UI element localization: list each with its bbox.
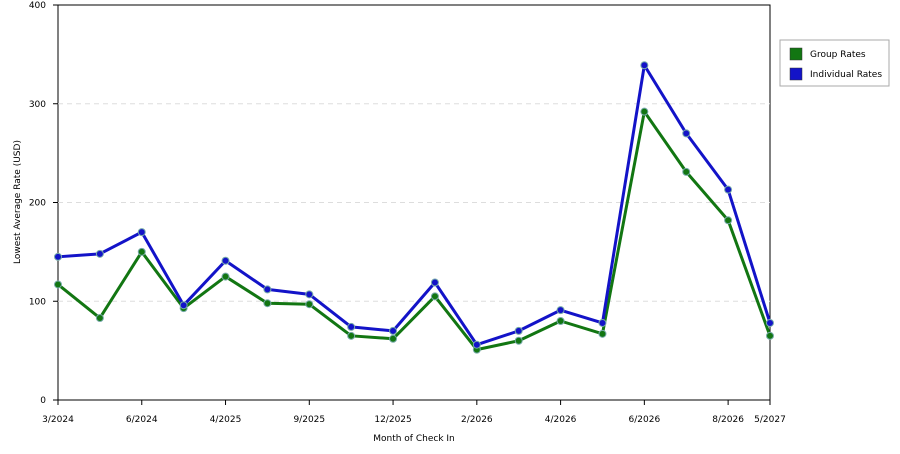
data-point [472, 340, 481, 349]
data-point [682, 129, 691, 138]
data-point [514, 336, 523, 345]
data-point [54, 252, 62, 261]
legend-label: Group Rates [810, 50, 866, 60]
x-tick-label: 6/2026 [629, 415, 661, 425]
data-point [430, 278, 439, 287]
data-point [766, 318, 774, 327]
data-point [682, 167, 691, 176]
y-tick-label: 300 [29, 100, 46, 110]
legend-swatch [789, 67, 803, 81]
y-tick-label: 200 [29, 199, 46, 209]
data-point [556, 306, 565, 315]
data-point [724, 185, 733, 194]
x-axis-label: Month of Check In [373, 434, 455, 444]
data-point [137, 247, 146, 256]
y-tick-label: 400 [29, 1, 46, 11]
x-tick-label: 8/2026 [712, 415, 744, 425]
data-point [389, 326, 398, 335]
y-tick-label: 100 [29, 297, 46, 307]
data-point [305, 290, 314, 299]
data-point [95, 314, 104, 323]
x-tick-label: 4/2025 [210, 415, 242, 425]
data-point [221, 256, 230, 265]
x-tick-label: 2/2026 [461, 415, 493, 425]
x-tick-label: 9/2025 [293, 415, 325, 425]
data-point [766, 331, 774, 340]
data-point [54, 280, 62, 289]
data-point [347, 322, 356, 331]
data-point [598, 318, 607, 327]
data-point [263, 299, 272, 308]
data-point [556, 317, 565, 325]
data-point [95, 249, 104, 258]
data-point [305, 300, 314, 309]
x-tick-label: 6/2024 [126, 415, 158, 425]
x-tick-label: 12/2025 [374, 415, 411, 425]
legend-swatch [789, 47, 803, 61]
data-point [640, 107, 649, 116]
series-line [57, 110, 772, 352]
data-point [640, 61, 649, 70]
x-tick-label: 3/2024 [42, 415, 74, 425]
y-tick-label: 0 [40, 396, 46, 406]
x-tick-label: 4/2026 [545, 415, 577, 425]
data-point [724, 216, 733, 225]
data-point [263, 285, 272, 294]
data-point [430, 292, 439, 301]
data-point [179, 301, 188, 310]
data-point [347, 331, 356, 340]
data-point [221, 272, 230, 281]
series-line [57, 63, 772, 347]
data-point [514, 326, 523, 335]
data-point [389, 334, 398, 343]
legend-label: Individual Rates [810, 70, 882, 80]
data-point [137, 228, 146, 237]
y-axis-label: Lowest Average Rate (USD) [13, 140, 23, 264]
x-tick-label: 5/2027 [754, 415, 786, 425]
data-point [598, 329, 607, 338]
